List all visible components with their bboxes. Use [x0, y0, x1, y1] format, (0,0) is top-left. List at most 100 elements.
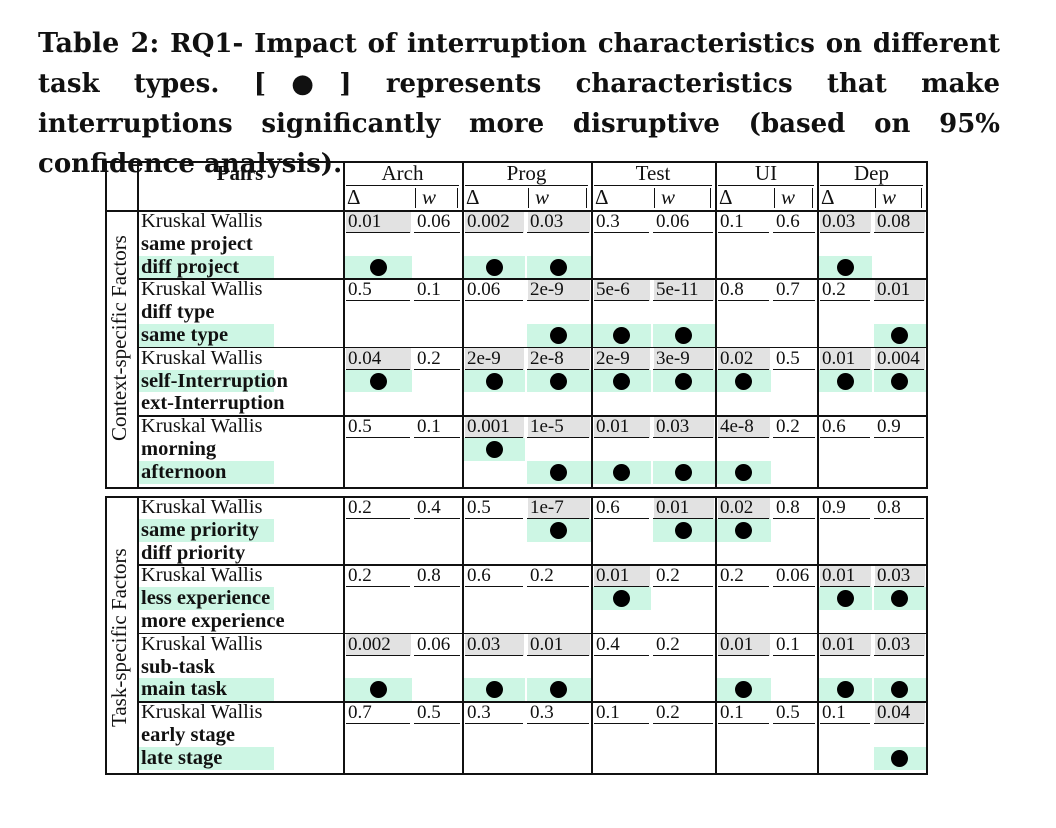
- kruskal-wallis-label: Kruskal Wallis: [141, 496, 263, 518]
- block-rule: [137, 278, 926, 280]
- significance-dot: [735, 372, 752, 390]
- p-value-cell: 0.6: [822, 416, 846, 438]
- value-underline: [718, 300, 769, 302]
- side-divider: [137, 210, 139, 487]
- value-underline: [346, 231, 410, 233]
- value-underline: [820, 231, 870, 233]
- significance-dot: [550, 327, 567, 344]
- value-underline: [718, 231, 769, 233]
- value-underline: [653, 437, 713, 439]
- block-rule: [137, 415, 926, 417]
- factor-label: ext-Interruption: [141, 392, 285, 415]
- group-underline: [465, 185, 588, 187]
- value-underline: [773, 368, 815, 370]
- table-top-rule: [105, 161, 926, 163]
- significance-dot: [613, 590, 630, 608]
- p-value-cell: 0.6: [776, 211, 800, 232]
- factor-label: early stage: [141, 724, 235, 746]
- header-tick: [921, 188, 923, 208]
- factor-label: diff project: [141, 255, 240, 278]
- p-value-cell: 0.1: [720, 702, 744, 724]
- highlight-band: [138, 746, 274, 770]
- factor-label: same priority: [141, 518, 259, 541]
- p-value-cell: 0.8: [877, 497, 901, 518]
- header-group-test: Test: [635, 161, 671, 185]
- p-value-cell: 0.2: [720, 565, 744, 587]
- p-value-cell: 0.3: [596, 211, 620, 232]
- block-rule: [137, 564, 926, 566]
- p-value-cell: 0.5: [776, 347, 800, 369]
- p-value-cell: 0.06: [417, 211, 451, 232]
- value-underline: [594, 654, 649, 656]
- value-underline: [820, 368, 870, 370]
- value-underline: [465, 654, 523, 656]
- kruskal-wallis-label: Kruskal Wallis: [141, 346, 263, 369]
- value-underline: [773, 231, 815, 233]
- significance-dot: [550, 521, 567, 539]
- significance-dot: [485, 258, 503, 276]
- header-tick: [812, 188, 814, 208]
- group-divider: [462, 210, 464, 487]
- kruskal-wallis-label: Kruskal Wallis: [141, 632, 263, 655]
- significance-dot: [836, 590, 854, 608]
- significance-dot: [613, 327, 630, 344]
- significance-dot: [613, 463, 630, 481]
- factor-label: diff type: [141, 301, 215, 324]
- p-value-cell: 0.01: [718, 633, 770, 656]
- group-divider: [715, 496, 717, 773]
- p-value-cell: 1e-5: [528, 416, 590, 438]
- value-underline: [346, 368, 410, 370]
- section-top-rule: [105, 496, 926, 498]
- table-caption: Table 2: RQ1- Impact of interruption cha…: [38, 24, 1000, 184]
- value-underline: [653, 231, 713, 233]
- significance-dot: [735, 681, 752, 699]
- p-value-cell: 0.08: [875, 211, 925, 233]
- p-value-cell: 0.1: [776, 633, 800, 655]
- value-underline: [874, 586, 924, 588]
- factor-label: same type: [141, 324, 229, 346]
- value-underline: [653, 300, 713, 302]
- value-underline: [527, 517, 589, 519]
- header-tick: [528, 188, 530, 208]
- value-underline: [527, 586, 589, 588]
- significance-dot: [836, 258, 854, 276]
- highlight-band: [138, 678, 274, 702]
- table-left-border: [105, 210, 107, 487]
- significance-dot: [550, 258, 567, 276]
- value-underline: [465, 300, 523, 302]
- significance-dot: [550, 681, 567, 699]
- p-value-cell: 0.01: [820, 565, 871, 588]
- p-value-cell: 0.7: [348, 702, 372, 724]
- significance-dot: [485, 681, 503, 699]
- significance-dot: [891, 372, 908, 390]
- header-pairs: Pairs: [216, 161, 264, 185]
- value-underline: [820, 586, 870, 588]
- significance-dot: [675, 372, 692, 390]
- p-value-cell: 0.2: [530, 565, 554, 587]
- group-divider: [817, 161, 819, 210]
- caption-text: RQ1- Impact of interruption characterist…: [38, 29, 1000, 179]
- value-underline: [527, 300, 589, 302]
- value-underline: [465, 586, 523, 588]
- header-sub-delta: Δ: [595, 185, 609, 209]
- p-value-cell: 0.2: [822, 279, 846, 301]
- p-value-cell: 2e-8: [528, 347, 590, 370]
- value-underline: [414, 231, 460, 233]
- value-underline: [874, 300, 924, 302]
- p-value-cell: 0.6: [596, 497, 620, 518]
- p-value-cell: 0.2: [348, 565, 372, 587]
- p-value-cell: 0.03: [875, 633, 925, 656]
- p-value-cell: 0.2: [656, 565, 680, 587]
- highlight-band: [138, 324, 274, 347]
- significance-dot: [891, 681, 908, 699]
- p-value-cell: 0.01: [594, 565, 650, 588]
- p-value-cell: 0.01: [594, 416, 650, 438]
- p-value-cell: 0.6: [467, 565, 491, 587]
- p-value-cell: 0.04: [346, 347, 411, 370]
- header-tick: [654, 188, 656, 208]
- value-underline: [820, 723, 870, 725]
- header-sub-w: w: [422, 185, 437, 209]
- header-sub-delta: Δ: [821, 185, 835, 209]
- factor-label: main task: [141, 678, 228, 701]
- value-underline: [465, 437, 523, 439]
